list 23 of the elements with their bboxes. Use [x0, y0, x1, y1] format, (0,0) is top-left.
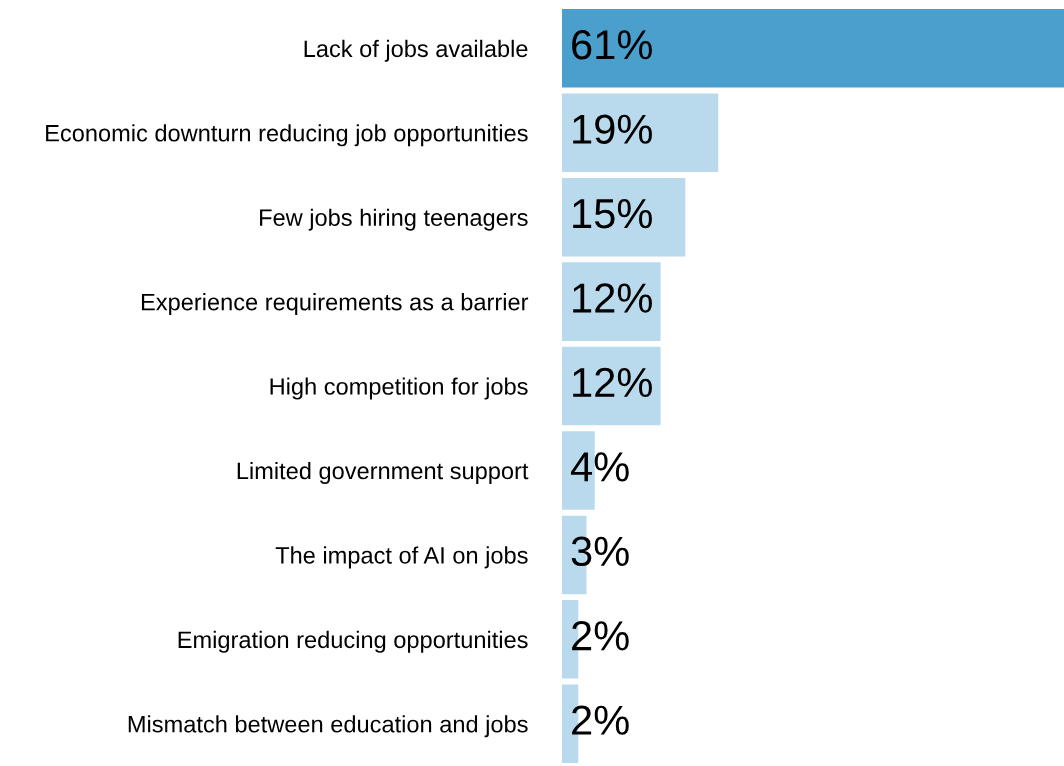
data-label: 2% — [572, 621, 629, 651]
y-tick-label: Mismatch between education and jobs — [128, 715, 528, 738]
bar — [561, 346, 661, 426]
y-tick-label: Limited government support — [237, 461, 529, 484]
data-label: 19% — [573, 114, 652, 144]
bar — [561, 262, 661, 341]
y-tick-label: Emigration reducing opportunities — [178, 630, 528, 653]
data-label: 61% — [572, 30, 652, 60]
bar — [561, 177, 686, 257]
bar — [561, 9, 1064, 88]
y-tick-label: Few jobs hiring teenagers — [260, 208, 528, 231]
data-label: 12% — [573, 283, 652, 313]
y-tick-label: Experience requirements as a barrier — [141, 293, 529, 316]
y-tick-label: The impact of AI on jobs — [275, 546, 528, 569]
data-label: 15% — [573, 199, 652, 229]
data-label: 3% — [571, 536, 629, 567]
y-tick-label: High competition for jobs — [270, 377, 528, 400]
y-tick-label: Lack of jobs available — [304, 39, 528, 62]
data-label: 2% — [572, 705, 629, 735]
y-tick-label: Economic downturn reducing job opportunities — [46, 124, 528, 147]
data-label: 4% — [570, 452, 629, 482]
bar — [561, 93, 719, 173]
data-label: 12% — [573, 367, 652, 398]
